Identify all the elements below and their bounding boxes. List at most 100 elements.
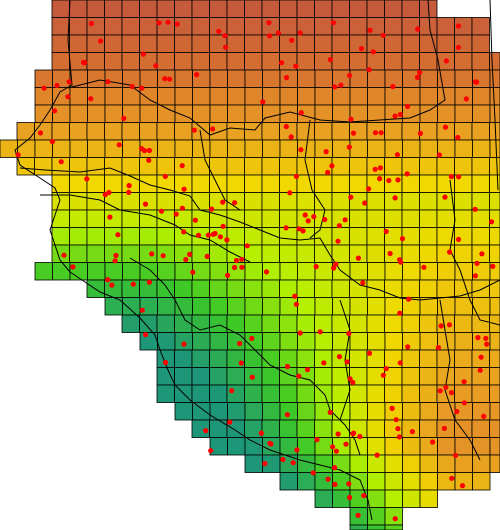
grid-cell [471, 52, 490, 71]
station-dot [455, 44, 461, 51]
grid-cell [436, 17, 455, 36]
grid-cell [349, 297, 368, 316]
grid-cell [367, 87, 386, 106]
grid-cell [261, 157, 280, 176]
station-dot [325, 476, 331, 482]
grid-cell [349, 524, 368, 530]
grid-cell [331, 157, 350, 176]
grid-cell [226, 0, 245, 18]
grid-cell [367, 489, 386, 508]
grid-cell [419, 314, 438, 333]
station-dot [109, 282, 115, 288]
station-dot [163, 359, 169, 366]
station-dot [302, 212, 308, 218]
grid-cell [244, 69, 263, 88]
station-dot [296, 226, 302, 232]
station-dot [298, 110, 304, 116]
grid-cell [209, 349, 228, 368]
station-dot [414, 74, 421, 80]
station-dot [374, 452, 380, 458]
grid-cell [156, 122, 175, 141]
grid-cell [104, 174, 123, 193]
grid-cell [367, 297, 386, 316]
station-dot [293, 63, 299, 69]
grid-cell [367, 139, 386, 158]
grid-cell [51, 174, 70, 193]
grid-cell [191, 52, 210, 71]
grid-cell [419, 472, 438, 491]
grid-cell [156, 157, 175, 176]
grid-cell [454, 209, 473, 228]
station-dot [372, 130, 379, 136]
grid-cell [419, 34, 438, 53]
grid-cell [349, 454, 368, 473]
grid-cell [454, 244, 473, 263]
station-dot [394, 152, 400, 158]
grid-cell [437, 262, 456, 281]
grid-cell [314, 174, 333, 193]
grid-cell [419, 244, 438, 263]
grid-cell [384, 122, 403, 141]
station-dot [332, 465, 338, 471]
station-dot [139, 85, 145, 91]
grid-cell [34, 157, 53, 176]
station-dot [390, 83, 396, 90]
station-dot [121, 115, 127, 121]
grid-cell [454, 384, 473, 403]
grid-cell [489, 157, 500, 176]
border [40, 194, 251, 263]
station-dot [409, 429, 415, 435]
station-dot [436, 152, 442, 158]
station-dot [278, 60, 285, 66]
grid-cell [191, 34, 210, 53]
grid-cell [209, 69, 228, 88]
station-dot [258, 430, 264, 436]
grid-cell [209, 332, 228, 351]
grid-cell [156, 244, 175, 263]
grid-cell [331, 192, 350, 211]
grid-cell [104, 209, 123, 228]
grid-cell [191, 0, 210, 18]
grid-cell [279, 419, 298, 438]
grid-cell [226, 174, 245, 193]
grid-cell [314, 227, 333, 246]
grid-cell [174, 104, 193, 123]
grid-cell [121, 192, 140, 211]
grid-cell [454, 139, 473, 158]
grid-cell [104, 17, 123, 36]
grid-cell [489, 52, 500, 71]
grid-cell [192, 332, 211, 351]
station-dot [210, 126, 216, 132]
grid-cell [104, 52, 123, 71]
grid-cell [156, 0, 175, 18]
station-dot [266, 20, 272, 26]
station-dot [305, 218, 311, 224]
station-dot [311, 214, 317, 220]
station-dot [61, 252, 67, 258]
station-dot [192, 217, 198, 223]
grid-cell [244, 174, 263, 193]
station-dot [397, 111, 403, 118]
grid-cell [489, 297, 500, 316]
grid-cell [139, 227, 158, 246]
station-dot [165, 19, 171, 25]
station-dot [406, 296, 412, 302]
grid-cell [34, 69, 53, 88]
station-dot [380, 372, 386, 378]
grid-cell [191, 192, 210, 211]
station-dot [317, 329, 323, 335]
station-dot [442, 194, 448, 200]
grid-cell [401, 227, 420, 246]
grid-cell [244, 157, 263, 176]
grid-cell [209, 402, 228, 421]
station-dot [449, 475, 455, 481]
station-dot [377, 165, 383, 171]
grid-cell [51, 52, 70, 71]
grid-cell [489, 87, 500, 106]
grid-cell [314, 0, 333, 18]
grid-cell [227, 297, 246, 316]
station-dot [113, 252, 119, 259]
grid-cell [279, 87, 298, 106]
grid-cell [401, 52, 420, 71]
